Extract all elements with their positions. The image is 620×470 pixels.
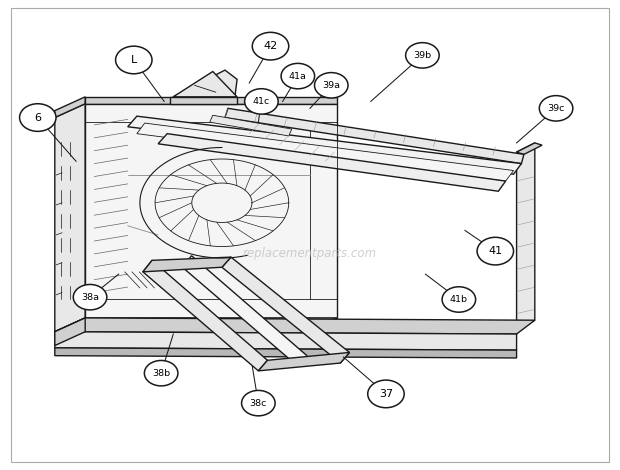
Polygon shape [55, 348, 516, 358]
Text: 41: 41 [489, 246, 502, 256]
Text: L: L [131, 55, 137, 65]
Text: 38c: 38c [250, 399, 267, 407]
Text: 38b: 38b [152, 368, 171, 378]
Circle shape [242, 391, 275, 416]
Polygon shape [85, 104, 337, 318]
Circle shape [252, 32, 289, 60]
Polygon shape [210, 115, 292, 136]
Text: 37: 37 [379, 389, 393, 399]
Circle shape [245, 89, 278, 114]
Circle shape [314, 72, 348, 98]
Polygon shape [143, 257, 231, 272]
Text: 41a: 41a [289, 71, 307, 80]
Text: 39a: 39a [322, 81, 340, 90]
Polygon shape [55, 318, 85, 345]
Text: 41b: 41b [450, 295, 468, 304]
Text: 39c: 39c [547, 104, 565, 113]
Circle shape [144, 360, 178, 386]
Polygon shape [55, 332, 516, 350]
Polygon shape [170, 70, 237, 104]
Circle shape [368, 380, 404, 407]
Polygon shape [55, 318, 535, 334]
Polygon shape [55, 318, 337, 332]
Text: 41c: 41c [253, 97, 270, 106]
Polygon shape [158, 133, 506, 191]
Circle shape [20, 104, 56, 131]
Polygon shape [173, 71, 237, 97]
Circle shape [477, 237, 513, 265]
Polygon shape [143, 260, 267, 371]
Circle shape [539, 95, 573, 121]
Polygon shape [222, 257, 350, 363]
Text: 38a: 38a [81, 293, 99, 302]
Polygon shape [225, 108, 524, 164]
Polygon shape [55, 104, 85, 332]
Circle shape [73, 284, 107, 310]
Polygon shape [85, 97, 337, 104]
Polygon shape [182, 256, 307, 366]
Text: 42: 42 [264, 41, 278, 51]
Text: 39b: 39b [414, 51, 432, 60]
Text: 6: 6 [34, 112, 42, 123]
Circle shape [442, 287, 476, 312]
Circle shape [405, 43, 439, 68]
Polygon shape [516, 143, 542, 154]
Polygon shape [137, 123, 513, 181]
Polygon shape [55, 97, 85, 118]
Circle shape [281, 63, 314, 89]
Polygon shape [516, 143, 535, 329]
Polygon shape [170, 97, 237, 104]
Polygon shape [259, 352, 350, 371]
Polygon shape [128, 116, 521, 174]
Text: replacementparts.com: replacementparts.com [243, 247, 377, 260]
Circle shape [115, 46, 152, 74]
